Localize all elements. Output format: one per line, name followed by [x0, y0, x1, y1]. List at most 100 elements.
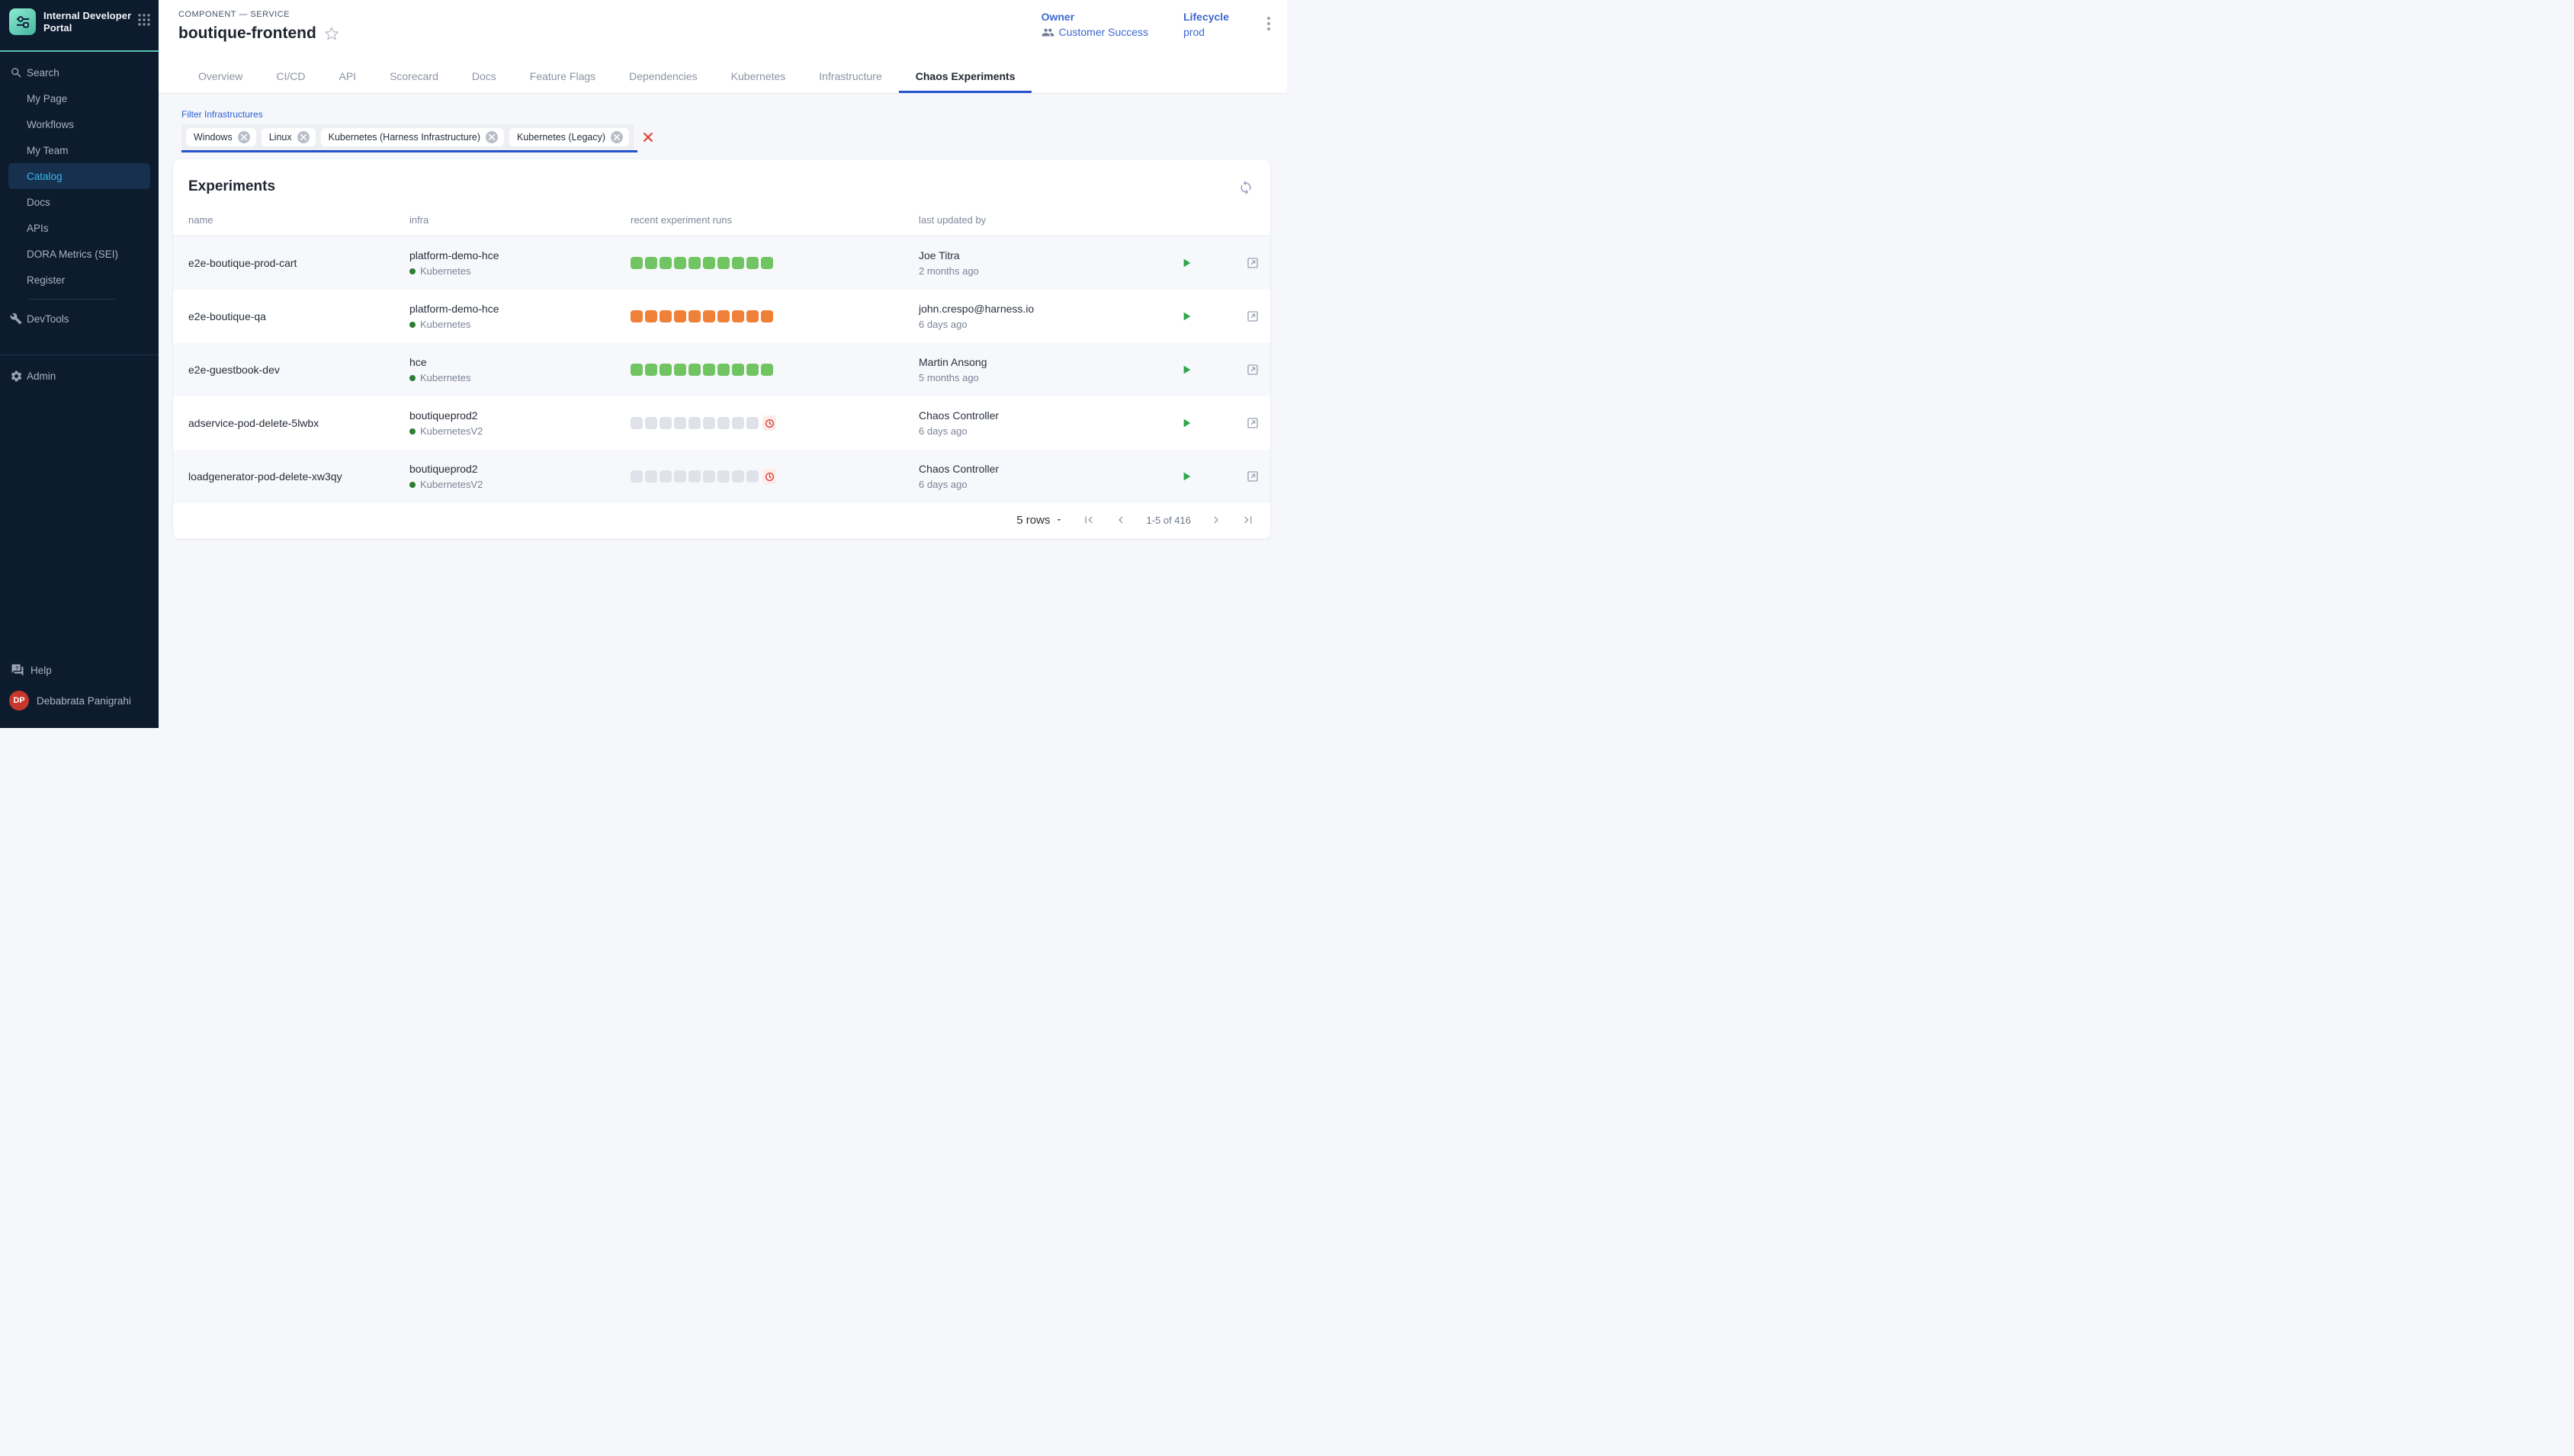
rows-per-page-select[interactable]: 5 rows: [1016, 514, 1064, 527]
run-status-square[interactable]: [674, 310, 686, 322]
overdue-run-badge[interactable]: [762, 469, 776, 484]
run-status-square[interactable]: [746, 417, 759, 429]
first-page-button[interactable]: [1082, 513, 1096, 527]
run-status-square[interactable]: [732, 257, 744, 269]
tab-kubernetes[interactable]: Kubernetes: [730, 70, 786, 82]
filter-chipbox[interactable]: Windows Linux Kubernetes (Harness Infras…: [181, 124, 634, 150]
run-experiment-icon[interactable]: [1180, 310, 1192, 322]
run-status-square[interactable]: [674, 364, 686, 376]
open-in-new-icon[interactable]: [1246, 256, 1260, 270]
star-icon[interactable]: [324, 26, 339, 41]
run-status-square[interactable]: [703, 364, 715, 376]
open-in-new-icon[interactable]: [1246, 416, 1260, 430]
filter-input[interactable]: Windows Linux Kubernetes (Harness Infras…: [181, 124, 653, 152]
clear-filters-icon[interactable]: [634, 124, 663, 150]
chip-remove-icon[interactable]: [611, 131, 624, 143]
open-in-new-icon[interactable]: [1246, 470, 1260, 483]
table-row[interactable]: e2e-boutique-prod-cart platform-demo-hce…: [173, 236, 1270, 290]
run-status-square[interactable]: [688, 417, 701, 429]
run-status-square[interactable]: [732, 470, 744, 483]
run-status-square[interactable]: [631, 310, 643, 322]
sidebar-item-apis[interactable]: APIs: [0, 215, 159, 241]
app-logo-icon[interactable]: [9, 8, 36, 35]
sidebar-item-my-page[interactable]: My Page: [0, 85, 159, 111]
run-status-square[interactable]: [660, 364, 672, 376]
run-status-square[interactable]: [717, 364, 730, 376]
run-status-square[interactable]: [631, 364, 643, 376]
run-status-square[interactable]: [732, 417, 744, 429]
table-row[interactable]: adservice-pod-delete-5lwbx boutiqueprod2…: [173, 396, 1270, 450]
run-status-square[interactable]: [645, 417, 657, 429]
run-status-square[interactable]: [717, 310, 730, 322]
run-status-square[interactable]: [660, 257, 672, 269]
run-status-square[interactable]: [645, 470, 657, 483]
table-row[interactable]: e2e-guestbook-dev hce Kubernetes Martin …: [173, 343, 1270, 396]
prev-page-button[interactable]: [1114, 513, 1128, 527]
run-status-square[interactable]: [688, 257, 701, 269]
run-status-square[interactable]: [761, 310, 773, 322]
run-status-square[interactable]: [746, 364, 759, 376]
run-status-square[interactable]: [688, 364, 701, 376]
open-in-new-icon[interactable]: [1246, 363, 1260, 377]
run-status-square[interactable]: [717, 257, 730, 269]
app-grid-icon[interactable]: [137, 13, 151, 27]
owner-link[interactable]: Customer Success: [1041, 26, 1148, 38]
run-status-square[interactable]: [660, 417, 672, 429]
run-status-square[interactable]: [746, 470, 759, 483]
run-status-square[interactable]: [732, 310, 744, 322]
run-status-square[interactable]: [631, 470, 643, 483]
run-status-square[interactable]: [631, 257, 643, 269]
run-status-square[interactable]: [761, 257, 773, 269]
run-status-square[interactable]: [645, 310, 657, 322]
overdue-run-badge[interactable]: [762, 415, 776, 431]
tab-cicd[interactable]: CI/CD: [276, 70, 306, 82]
chip-remove-icon[interactable]: [237, 131, 250, 143]
run-status-square[interactable]: [703, 417, 715, 429]
tab-chaos-experiments[interactable]: Chaos Experiments: [898, 59, 1032, 93]
sidebar-item-my-team[interactable]: My Team: [0, 137, 159, 163]
tab-scorecard[interactable]: Scorecard: [390, 70, 438, 82]
refresh-icon[interactable]: [1238, 180, 1253, 195]
sidebar-item-devtools[interactable]: DevTools: [0, 306, 159, 332]
sidebar-item-dora-metrics[interactable]: DORA Metrics (SEI): [0, 241, 159, 267]
run-experiment-icon[interactable]: [1180, 470, 1192, 483]
run-experiment-icon[interactable]: [1180, 364, 1192, 376]
run-status-square[interactable]: [703, 310, 715, 322]
table-row[interactable]: loadgenerator-pod-delete-xw3qy boutiquep…: [173, 450, 1270, 503]
run-status-square[interactable]: [717, 417, 730, 429]
sidebar-item-workflows[interactable]: Workflows: [0, 111, 159, 137]
run-status-square[interactable]: [703, 257, 715, 269]
run-status-square[interactable]: [674, 257, 686, 269]
run-status-square[interactable]: [746, 310, 759, 322]
table-row[interactable]: e2e-boutique-qa platform-demo-hce Kubern…: [173, 290, 1270, 343]
last-page-button[interactable]: [1241, 513, 1255, 527]
run-experiment-icon[interactable]: [1180, 417, 1192, 429]
sidebar-item-register[interactable]: Register: [0, 267, 159, 293]
run-status-square[interactable]: [732, 364, 744, 376]
run-status-square[interactable]: [746, 257, 759, 269]
chip-remove-icon[interactable]: [297, 131, 310, 143]
tab-overview[interactable]: Overview: [198, 70, 243, 82]
tab-dependencies[interactable]: Dependencies: [629, 70, 698, 82]
run-status-square[interactable]: [717, 470, 730, 483]
run-status-square[interactable]: [631, 417, 643, 429]
run-status-square[interactable]: [645, 364, 657, 376]
sidebar-item-catalog[interactable]: Catalog: [8, 163, 150, 189]
run-status-square[interactable]: [688, 310, 701, 322]
filter-label[interactable]: Filter Infrastructures: [181, 109, 263, 120]
tab-feature-flags[interactable]: Feature Flags: [529, 70, 596, 82]
chip-remove-icon[interactable]: [486, 131, 498, 143]
run-status-square[interactable]: [674, 417, 686, 429]
tab-infrastructure[interactable]: Infrastructure: [819, 70, 882, 82]
open-in-new-icon[interactable]: [1246, 309, 1260, 323]
run-status-square[interactable]: [688, 470, 701, 483]
run-status-square[interactable]: [761, 364, 773, 376]
sidebar-item-search[interactable]: Search: [0, 59, 159, 85]
run-status-square[interactable]: [674, 470, 686, 483]
run-status-square[interactable]: [703, 470, 715, 483]
tab-docs[interactable]: Docs: [471, 70, 496, 82]
kebab-menu-icon[interactable]: [1267, 17, 1270, 30]
sidebar-item-admin[interactable]: Admin: [0, 363, 159, 389]
sidebar-item-docs[interactable]: Docs: [0, 189, 159, 215]
run-status-square[interactable]: [645, 257, 657, 269]
